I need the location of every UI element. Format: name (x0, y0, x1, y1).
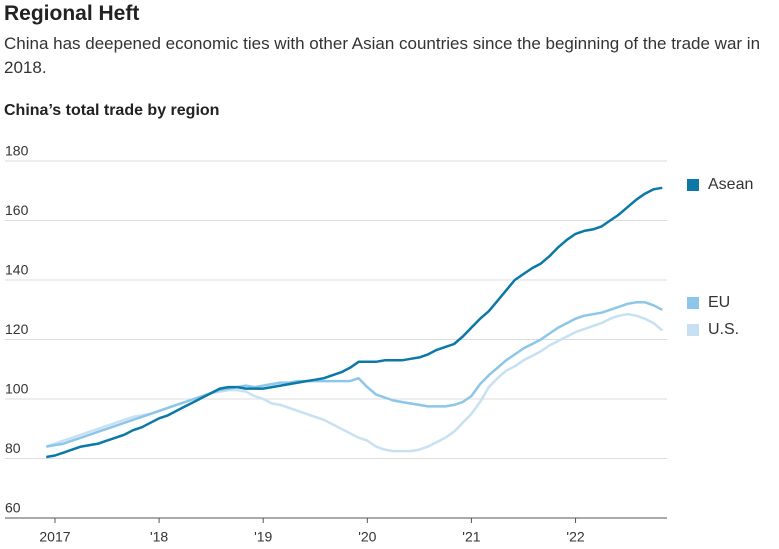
x-tick-label: '19 (254, 529, 272, 545)
line-series (45, 312, 664, 453)
legend-swatch (687, 324, 699, 336)
x-tick-label: 2017 (39, 529, 70, 545)
x-tick-label: '22 (566, 529, 584, 545)
y-tick-label: 180 (5, 143, 29, 159)
y-tick-label: 120 (5, 321, 29, 337)
x-tick-label: '21 (462, 529, 480, 545)
chart-title: Regional Heft (4, 2, 140, 25)
line-series (46, 186, 663, 459)
chart-subtitle: China has deepened economic ties with ot… (4, 34, 761, 77)
x-tick-label: '18 (150, 529, 168, 545)
y-tick-label: 80 (5, 440, 21, 456)
legend-label: Asean (708, 176, 753, 193)
legend-swatch (687, 297, 699, 309)
legend-label: U.S. (708, 321, 739, 338)
y-tick-label: 160 (5, 202, 29, 218)
x-tick-label: '20 (358, 529, 376, 545)
chart-label: China’s total trade by region (4, 102, 220, 119)
y-tick-label: 140 (5, 262, 29, 278)
legend-label: EU (708, 294, 730, 311)
y-tick-label: 100 (5, 381, 29, 397)
legend-swatch (687, 179, 699, 191)
line-series (46, 301, 663, 448)
y-tick-label: 60 (5, 500, 21, 516)
